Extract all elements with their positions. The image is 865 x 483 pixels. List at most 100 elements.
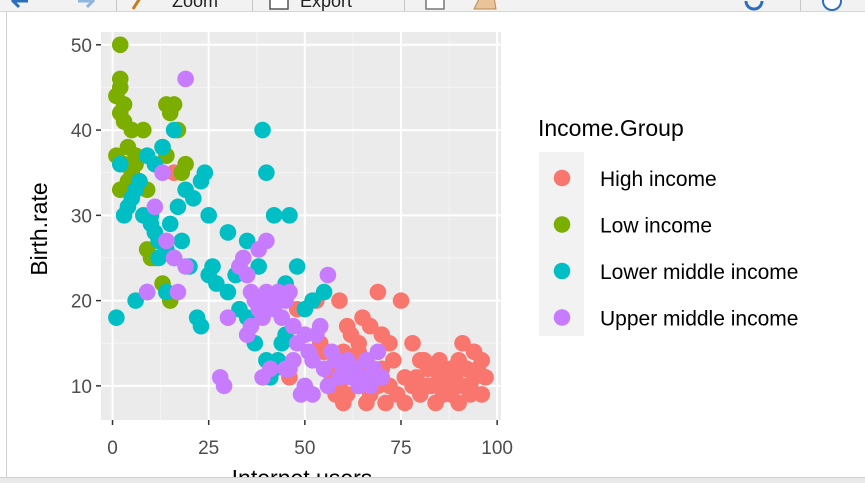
point-high-income bbox=[385, 352, 402, 369]
point-upper-middle-income bbox=[296, 326, 314, 344]
point-upper-middle-income bbox=[261, 360, 279, 378]
point-lower-middle-income bbox=[208, 275, 225, 292]
point-high-income bbox=[396, 394, 414, 412]
point-upper-middle-income bbox=[369, 343, 387, 361]
point-upper-middle-income bbox=[331, 369, 348, 386]
point-high-income bbox=[408, 369, 425, 386]
point-upper-middle-income bbox=[165, 249, 183, 267]
point-lower-middle-income bbox=[231, 300, 248, 318]
point-lower-middle-income bbox=[119, 198, 137, 216]
point-lower-middle-income bbox=[127, 292, 144, 309]
point-high-income bbox=[358, 394, 375, 412]
point-upper-middle-income bbox=[138, 283, 156, 301]
legend-key-upper-middle-income bbox=[553, 309, 571, 326]
point-lower-middle-income bbox=[200, 207, 217, 224]
export-button[interactable]: Export bbox=[268, 0, 352, 11]
point-upper-middle-income bbox=[319, 377, 337, 395]
point-upper-middle-income bbox=[373, 369, 391, 386]
point-upper-middle-income bbox=[361, 377, 379, 395]
point-high-income bbox=[450, 394, 467, 412]
legend-title: Income.Group bbox=[538, 115, 684, 141]
point-upper-middle-income bbox=[281, 283, 298, 301]
point-high-income bbox=[331, 292, 348, 309]
point-lower-middle-income bbox=[192, 317, 210, 335]
point-upper-middle-income bbox=[146, 198, 164, 216]
point-lower-middle-income bbox=[265, 207, 283, 224]
point-high-income bbox=[427, 394, 444, 412]
y-tick-label: 50 bbox=[71, 36, 92, 57]
legend-key-lower-middle-income bbox=[553, 262, 571, 280]
point-lower-middle-income bbox=[281, 207, 298, 224]
point-lower-middle-income bbox=[304, 292, 321, 309]
point-high-income bbox=[369, 283, 387, 301]
point-high-income bbox=[396, 369, 414, 386]
x-tick-label: 0 bbox=[107, 438, 118, 459]
broom-button[interactable] bbox=[470, 0, 500, 11]
axes: 0 25 50 75 100 10 20 30 40 50 bbox=[71, 36, 513, 459]
point-upper-middle-income bbox=[315, 360, 333, 378]
point-upper-middle-income bbox=[154, 164, 171, 182]
point-lower-middle-income bbox=[142, 215, 160, 233]
point-high-income bbox=[404, 334, 421, 352]
new-window-button[interactable] bbox=[424, 0, 448, 11]
point-lower-middle-income bbox=[138, 147, 156, 164]
export-icon bbox=[269, 0, 289, 10]
point-lower-middle-income bbox=[111, 155, 129, 173]
legend-label-upper-middle-income: Upper middle income bbox=[600, 308, 798, 331]
refresh-button[interactable] bbox=[740, 0, 770, 11]
zoom-button[interactable]: Zoom bbox=[130, 0, 218, 11]
point-lower-middle-income bbox=[196, 164, 214, 182]
point-lower-middle-income bbox=[250, 258, 267, 275]
data-points bbox=[108, 36, 494, 412]
legend-label-low-income: Low income bbox=[600, 215, 712, 238]
point-lower-middle-income bbox=[204, 258, 221, 275]
back-arrow-button[interactable] bbox=[8, 0, 30, 11]
point-high-income bbox=[465, 343, 483, 361]
point-high-income bbox=[473, 386, 491, 403]
point-lower-middle-income bbox=[258, 164, 275, 182]
zoom-label: Zoom bbox=[172, 0, 219, 11]
point-high-income bbox=[446, 377, 464, 395]
point-lower-middle-income bbox=[315, 283, 333, 301]
forward-arrow-button[interactable] bbox=[76, 0, 98, 11]
point-low-income bbox=[138, 241, 156, 258]
point-lower-middle-income bbox=[185, 189, 202, 207]
point-upper-middle-income bbox=[177, 258, 194, 275]
point-lower-middle-income bbox=[165, 121, 183, 139]
point-high-income bbox=[431, 369, 448, 386]
point-low-income bbox=[127, 155, 144, 173]
point-high-income bbox=[431, 352, 448, 369]
point-upper-middle-income bbox=[158, 232, 175, 250]
point-upper-middle-income bbox=[311, 317, 329, 335]
point-low-income bbox=[111, 36, 129, 54]
point-upper-middle-income bbox=[235, 249, 252, 267]
point-lower-middle-income bbox=[173, 232, 191, 250]
point-upper-middle-income bbox=[285, 317, 302, 335]
point-upper-middle-income bbox=[304, 352, 321, 369]
point-low-income bbox=[123, 121, 141, 139]
point-lower-middle-income bbox=[219, 283, 237, 301]
x-tick-label: 75 bbox=[390, 438, 411, 459]
viewer-bottom-bar bbox=[0, 477, 865, 483]
point-upper-middle-income bbox=[219, 309, 237, 326]
point-lower-middle-income bbox=[150, 249, 167, 267]
point-upper-middle-income bbox=[277, 360, 294, 378]
point-lower-middle-income bbox=[158, 283, 175, 301]
forward-arrow-icon bbox=[78, 0, 96, 9]
point-lower-middle-income bbox=[154, 138, 171, 156]
point-low-income bbox=[135, 121, 152, 139]
point-high-income bbox=[392, 292, 410, 309]
back-arrow-icon bbox=[10, 0, 28, 9]
y-tick-label: 10 bbox=[71, 377, 92, 398]
y-tick-label: 40 bbox=[71, 121, 92, 142]
point-upper-middle-income bbox=[177, 70, 194, 88]
point-upper-middle-income bbox=[304, 386, 321, 403]
point-high-income bbox=[361, 317, 379, 335]
point-lower-middle-income bbox=[108, 309, 125, 326]
legend-key-high-income bbox=[553, 169, 571, 187]
zoom-icon bbox=[131, 0, 141, 10]
legend-label-lower-middle-income: Lower middle income bbox=[600, 261, 798, 284]
refresh-icon bbox=[744, 0, 764, 11]
help-button[interactable] bbox=[820, 0, 846, 11]
